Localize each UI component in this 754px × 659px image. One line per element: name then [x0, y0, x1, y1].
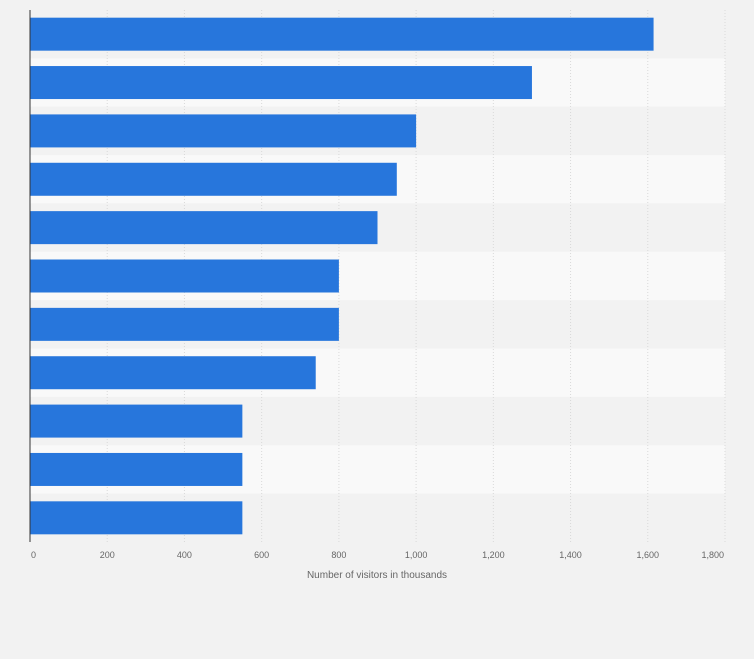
bar: [30, 259, 339, 293]
bar: [30, 66, 532, 100]
x-tick-label: 1,600: [637, 550, 660, 560]
x-tick-label: 600: [254, 550, 269, 560]
bar: [30, 356, 316, 390]
bar: [30, 162, 397, 196]
x-tick-label: 0: [31, 550, 36, 560]
x-tick-label: 800: [331, 550, 346, 560]
x-tick-label: 1,000: [405, 550, 428, 560]
bar: [30, 17, 654, 51]
x-tick-label: 1,400: [559, 550, 582, 560]
bar: [30, 114, 417, 148]
bar: [30, 452, 243, 486]
bars: [30, 17, 654, 535]
x-axis-title: Number of visitors in thousands: [307, 570, 447, 581]
bar: [30, 404, 243, 438]
bar: [30, 211, 378, 245]
x-tick-labels: 0 200 400 600 800 1,000 1,200 1,400 1,600 1,800: [31, 550, 724, 560]
bar: [30, 501, 243, 535]
x-tick-label: 400: [177, 550, 192, 560]
bar: [30, 307, 339, 341]
x-tick-label: 200: [100, 550, 115, 560]
x-tick-label: 1,200: [482, 550, 505, 560]
x-tick-label: 1,800: [701, 550, 724, 560]
